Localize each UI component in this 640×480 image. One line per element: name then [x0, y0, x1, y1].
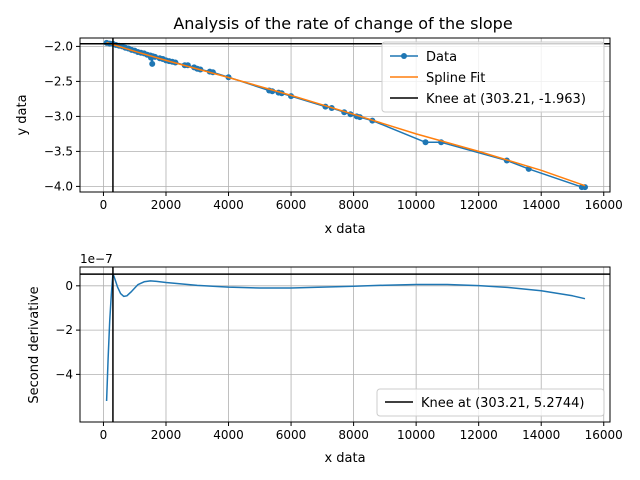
bottom-y-offset-label: 1e−7 [80, 252, 113, 266]
bottom-legend-box [376, 388, 605, 417]
top-data-point [149, 60, 156, 67]
top-ticks: 0 2000 4000 6000 8000 10000 12000 14000 16000 −4.… [44, 39, 623, 212]
top-x-tick-label: 12000 [460, 198, 498, 212]
bottom-x-tick-label: 14000 [522, 428, 560, 442]
top-legend-box [381, 41, 605, 113]
bottom-y-axis-label: Second derivative [27, 286, 42, 403]
top-x-tick-label: 0 [100, 198, 108, 212]
top-subplot: 0 2000 4000 6000 8000 10000 12000 14000 16000 −4.… [15, 37, 623, 237]
bottom-subplot: 0 2000 4000 6000 8000 10000 12000 14000 16000 −4 −… [27, 252, 623, 466]
top-y-tick-label: −2.0 [44, 39, 73, 53]
bottom-ticks: 0 2000 4000 6000 8000 10000 12000 14000 16000 −4 −… [55, 279, 623, 442]
bottom-x-tick-label: 10000 [397, 428, 435, 442]
bottom-y-tick-label: 0 [65, 279, 73, 293]
bottom-x-tick-label: 4000 [213, 428, 244, 442]
top-x-tick-label: 8000 [338, 198, 369, 212]
bottom-y-tick-label: −2 [55, 323, 73, 337]
top-x-tick-label: 10000 [397, 198, 435, 212]
bottom-legend: Knee at (303.21, 5.2744) [376, 388, 605, 417]
top-spline-fit-line [106, 41, 586, 187]
bottom-x-tick-label: 16000 [585, 428, 623, 442]
top-plot-area [80, 38, 610, 192]
top-x-tick-label: 4000 [213, 198, 244, 212]
top-axes-frame [79, 37, 611, 193]
bottom-plot-area [80, 267, 610, 422]
figure-title: Analysis of the rate of change of the sl… [173, 14, 512, 33]
legend-knee-label: Knee at (303.21, -1.963) [426, 92, 586, 107]
top-x-axis-label: x data [324, 222, 365, 237]
legend-spline-label: Spline Fit [426, 71, 485, 86]
top-x-tick-label: 2000 [151, 198, 182, 212]
top-y-tick-label: −4.0 [44, 179, 73, 193]
legend-data-label: Data [426, 50, 457, 65]
legend-data-marker [401, 53, 407, 59]
bottom-x-tick-label: 8000 [338, 428, 369, 442]
top-y-tick-label: −3.5 [44, 144, 73, 158]
bottom-x-axis-label: x data [324, 451, 365, 466]
bottom-y-tick-label: −4 [55, 367, 73, 381]
bottom-x-tick-label: 6000 [276, 428, 307, 442]
top-data-point [422, 139, 429, 146]
bottom-axes-frame [79, 266, 611, 423]
top-y-tick-label: −2.5 [44, 74, 73, 88]
top-legend: Data Spline Fit Knee at (303.21, -1.963) [381, 41, 605, 113]
bottom-x-tick-label: 2000 [151, 428, 182, 442]
legend-knee-label-bottom: Knee at (303.21, 5.2744) [421, 396, 584, 411]
top-x-tick-label: 16000 [585, 198, 623, 212]
bottom-x-tick-label: 0 [100, 428, 108, 442]
top-x-tick-label: 6000 [276, 198, 307, 212]
top-x-tick-label: 14000 [522, 198, 560, 212]
top-y-tick-label: −3.0 [44, 109, 73, 123]
bottom-x-tick-label: 12000 [460, 428, 498, 442]
top-y-axis-label: y data [15, 94, 30, 135]
